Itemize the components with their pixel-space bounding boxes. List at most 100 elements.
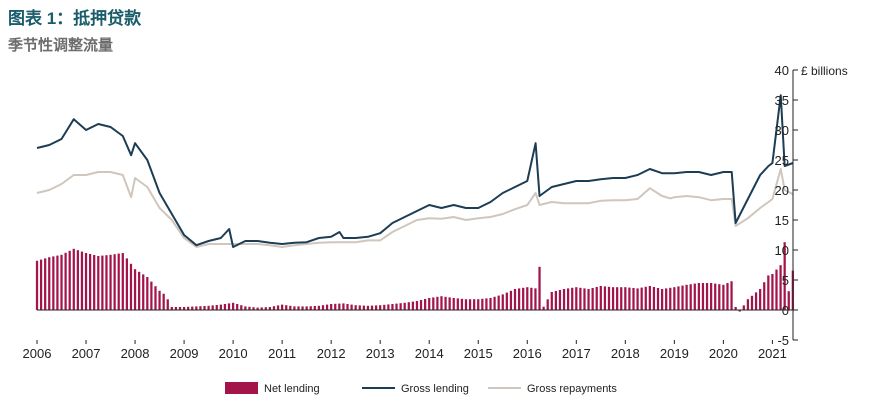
bar bbox=[579, 287, 582, 310]
bar bbox=[374, 305, 378, 310]
chart-title: 图表 1：抵押贷款 bbox=[8, 9, 142, 28]
bar bbox=[587, 289, 590, 310]
bar bbox=[301, 306, 304, 310]
x-tick-label: 2019 bbox=[660, 346, 689, 361]
y-axis-unit-label: £ billions bbox=[801, 64, 848, 78]
bar bbox=[379, 305, 382, 310]
bar bbox=[460, 298, 464, 310]
bar bbox=[223, 304, 227, 310]
bar bbox=[354, 305, 357, 310]
bar bbox=[256, 307, 259, 310]
bar bbox=[407, 302, 410, 310]
bar bbox=[334, 303, 337, 310]
bar bbox=[289, 305, 292, 310]
bar bbox=[517, 288, 521, 310]
bar bbox=[542, 306, 545, 310]
bar bbox=[656, 288, 660, 310]
bar bbox=[550, 292, 553, 310]
legend: Net lending Gross lending Gross repayments bbox=[225, 382, 617, 395]
x-tick-label: 2013 bbox=[366, 346, 395, 361]
bar bbox=[133, 269, 137, 310]
bar bbox=[710, 283, 713, 310]
bar bbox=[399, 303, 402, 310]
bar bbox=[722, 284, 725, 310]
bar bbox=[182, 307, 186, 310]
bar bbox=[616, 287, 619, 310]
bar bbox=[632, 288, 635, 310]
bar bbox=[746, 299, 750, 310]
bar bbox=[509, 290, 513, 310]
bar bbox=[231, 302, 235, 310]
bar bbox=[583, 288, 586, 310]
x-tick-label: 2014 bbox=[415, 346, 444, 361]
bar bbox=[522, 287, 525, 310]
bar bbox=[88, 254, 92, 310]
x-tick-label: 2017 bbox=[562, 346, 591, 361]
x-tick-label: 2010 bbox=[219, 346, 248, 361]
bar bbox=[146, 277, 149, 310]
bar bbox=[240, 305, 243, 310]
bar bbox=[362, 305, 365, 310]
bar bbox=[767, 275, 770, 310]
x-tick-label: 2006 bbox=[23, 346, 52, 361]
x-tick-label: 2016 bbox=[513, 346, 542, 361]
bar bbox=[477, 299, 480, 310]
y-tick-label: 40 bbox=[775, 63, 789, 78]
bar bbox=[321, 305, 325, 310]
bar bbox=[309, 306, 312, 310]
bar bbox=[530, 287, 533, 310]
bar bbox=[350, 304, 353, 310]
bar bbox=[620, 287, 623, 310]
x-tick-label: 2020 bbox=[709, 346, 738, 361]
legend-swatch-net-lending bbox=[225, 382, 258, 394]
bar bbox=[358, 305, 361, 310]
bar bbox=[154, 286, 157, 310]
bar bbox=[456, 298, 459, 310]
bar bbox=[72, 248, 75, 310]
bar bbox=[219, 304, 222, 310]
y-tick-label: 30 bbox=[775, 123, 789, 138]
bar bbox=[697, 283, 700, 310]
bar bbox=[68, 250, 71, 310]
bar bbox=[468, 299, 472, 310]
x-tick-label: 2007 bbox=[72, 346, 101, 361]
bar bbox=[330, 304, 333, 310]
bar bbox=[236, 304, 239, 310]
bar bbox=[105, 255, 108, 310]
bar bbox=[558, 290, 562, 310]
bar bbox=[187, 306, 190, 310]
chart-subtitle: 季节性调整流量 bbox=[8, 37, 114, 54]
bar bbox=[591, 288, 594, 310]
bar bbox=[432, 297, 435, 310]
bar bbox=[244, 306, 247, 310]
bar bbox=[705, 283, 709, 310]
bar bbox=[39, 259, 43, 310]
bar bbox=[636, 288, 639, 310]
bar bbox=[473, 299, 476, 310]
bar bbox=[48, 257, 51, 310]
bar bbox=[497, 295, 500, 310]
bar bbox=[338, 303, 341, 310]
bar bbox=[297, 306, 300, 310]
bar bbox=[513, 289, 517, 310]
y-tick-label: 15 bbox=[775, 213, 789, 228]
bar bbox=[775, 269, 778, 310]
x-tick-label: 2009 bbox=[170, 346, 199, 361]
y-tick-label: 25 bbox=[775, 153, 789, 168]
bar bbox=[673, 287, 676, 310]
bar bbox=[411, 301, 414, 310]
bar bbox=[701, 283, 705, 310]
bar bbox=[109, 254, 112, 310]
bar bbox=[391, 304, 394, 310]
bar bbox=[117, 253, 120, 310]
x-tick-label: 2015 bbox=[464, 346, 493, 361]
bar bbox=[35, 260, 39, 310]
bar bbox=[644, 286, 647, 310]
bar bbox=[575, 287, 578, 310]
bar bbox=[738, 310, 741, 312]
bar bbox=[759, 289, 762, 310]
bar bbox=[689, 284, 692, 310]
bar bbox=[383, 304, 386, 310]
y-tick-label: 5 bbox=[782, 273, 789, 288]
bar bbox=[215, 305, 218, 310]
